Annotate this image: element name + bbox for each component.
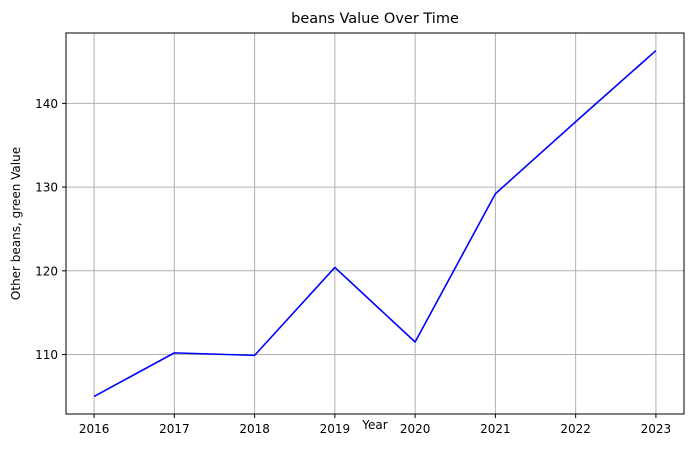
x-tick-label: 2020: [400, 422, 431, 436]
x-tick-label: 2018: [239, 422, 270, 436]
y-tick-label: 120: [35, 264, 58, 278]
x-tick-label: 2016: [79, 422, 110, 436]
y-tick-label: 140: [35, 97, 58, 111]
y-tick-label: 110: [35, 348, 58, 362]
chart-title: beans Value Over Time: [291, 11, 459, 27]
x-tick-label: 2021: [480, 422, 511, 436]
x-tick-label: 2023: [641, 422, 672, 436]
plot-frame: [65, 32, 685, 415]
grid: [66, 33, 684, 414]
x-axis: 2016 2017 2018 2019 2020 2021 2022 2023: [79, 414, 671, 436]
series-line: [93, 49, 657, 398]
x-axis-label: Year: [361, 418, 387, 432]
y-axis: 110 120 130 140: [35, 97, 66, 362]
y-axis-label: Other beans, green Value: [9, 147, 23, 300]
x-tick-label: 2022: [560, 422, 591, 436]
x-tick-label: 2019: [320, 422, 351, 436]
series-layer: [93, 49, 657, 398]
y-tick-label: 130: [35, 181, 58, 195]
x-tick-label: 2017: [159, 422, 190, 436]
